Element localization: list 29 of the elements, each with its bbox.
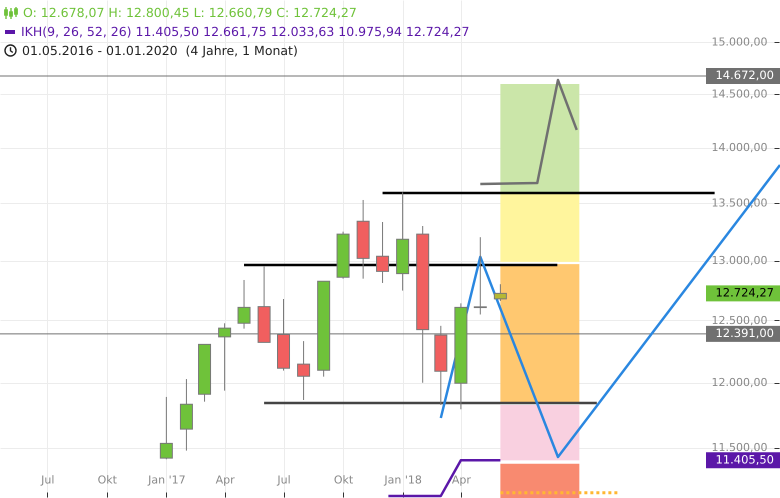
x-tick-label: Jan '17 — [147, 474, 186, 486]
y-tick-label: 15.000,00 — [712, 36, 768, 49]
x-tick-label: Jan '18 — [383, 474, 422, 486]
x-tick-label: Jul — [40, 474, 54, 486]
y-tick-label: 13.000,00 — [712, 254, 768, 268]
candlestick — [238, 279, 251, 330]
line-series — [479, 78, 578, 186]
candlestick — [494, 284, 507, 302]
ref-line-label: 12.391,00 — [715, 326, 774, 340]
annotation: 12.724,27 — [715, 285, 774, 300]
y-tick-label: 14.500,00 — [712, 87, 768, 100]
annotation: 01.05.2016 - 01.01.2020 (4 Jahre, 1 Monat) — [22, 42, 298, 60]
x-tick-label: Okt — [98, 474, 118, 486]
annotation: 11.405,50 — [715, 452, 774, 466]
y-tick-label: 11.500,00 — [712, 441, 768, 454]
y-tick-label: 12.500,00 — [712, 314, 768, 327]
candlestick — [474, 236, 487, 315]
x-tick-label: Apr — [216, 474, 236, 486]
text: IKH(9, 26, 52, 26) 11.405,50 12.661,75 12.033,63 10.975,94 12.724,27 — [21, 23, 470, 41]
x-tick-label: Jul — [276, 474, 291, 486]
x-tick-label: Okt — [334, 474, 354, 486]
y-tick-label: 12.000,00 — [712, 376, 768, 390]
candlestick — [160, 396, 173, 460]
candlestick — [376, 222, 390, 284]
candlestick — [297, 340, 310, 401]
ref-line-label: 14.672,00 — [715, 68, 774, 82]
x-tick-label: Apr — [452, 474, 472, 486]
y-tick-label: 14.000,00 — [712, 141, 768, 154]
chart-title: O: 12.678,07 H: 12.800,45 L: 12.660,79 C: 12.724,27 — [23, 4, 357, 22]
